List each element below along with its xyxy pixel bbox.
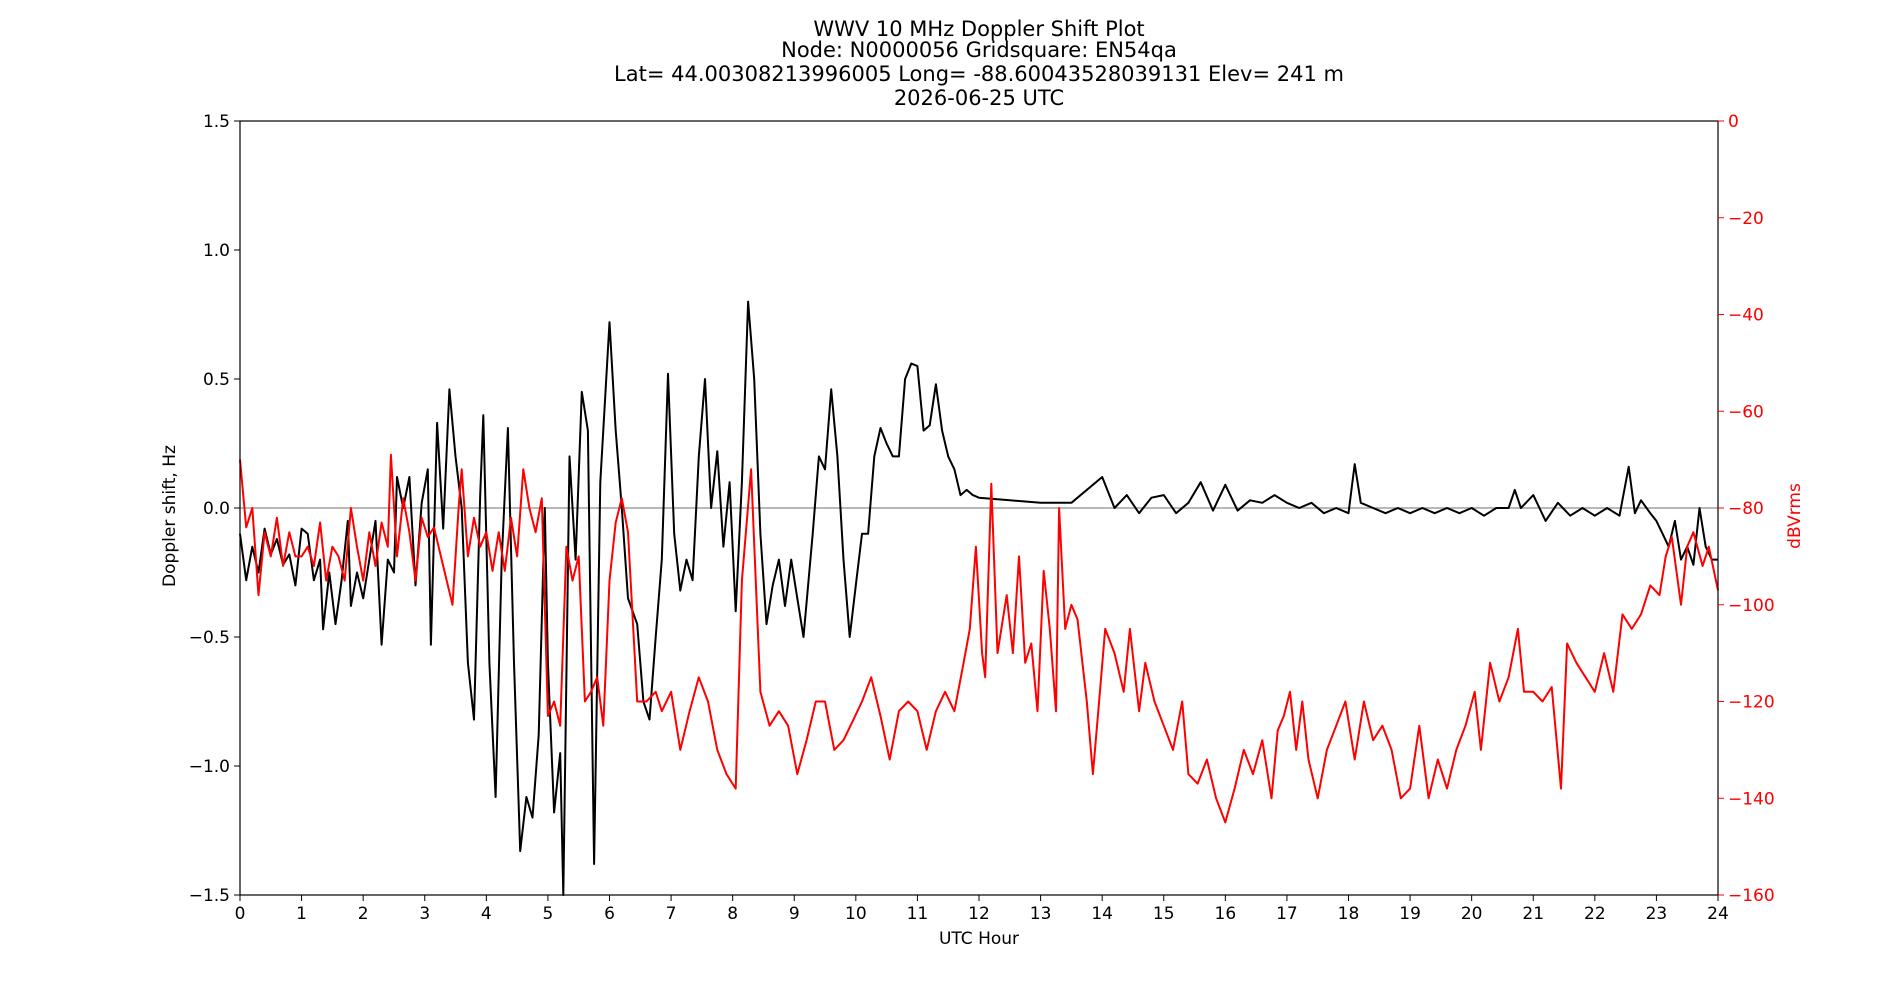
y-tick-label: 1.0 xyxy=(203,241,230,261)
y2-axis-label: dBVrms xyxy=(1785,483,1805,549)
y-tick-label: −1.5 xyxy=(189,886,230,906)
x-tick-label: 20 xyxy=(1461,904,1483,924)
x-axis: 0 1 2 3 4 5 6 7 8 9 10 11 12 13 14 15 16 17 18 19 20 21 22 23 24 xyxy=(235,895,1729,924)
chart-subtitle-node: Node: N0000056 Gridsquare: EN54qa xyxy=(781,38,1177,62)
y-axis-right: 0 −20 −40 −60 −80 −100 −120 −140 −160 xyxy=(1718,112,1775,906)
y-axis-label: Doppler shift, Hz xyxy=(160,445,180,587)
x-tick-label: 24 xyxy=(1707,904,1729,924)
x-tick-label: 9 xyxy=(789,904,800,924)
x-tick-label: 3 xyxy=(419,904,430,924)
series-group xyxy=(239,300,1719,896)
y2-tick-label: −160 xyxy=(1728,886,1775,906)
chart-subtitle-date: 2026-06-25 UTC xyxy=(894,86,1064,110)
x-tick-label: 4 xyxy=(481,904,492,924)
x-tick-label: 10 xyxy=(845,904,867,924)
y2-tick-label: −60 xyxy=(1728,402,1764,422)
x-tick-label: 5 xyxy=(543,904,554,924)
signal-level-line xyxy=(239,453,1719,824)
x-tick-label: 23 xyxy=(1646,904,1668,924)
x-tick-label: 7 xyxy=(666,904,677,924)
y2-tick-label: −100 xyxy=(1728,596,1775,616)
x-tick-label: 16 xyxy=(1215,904,1237,924)
y2-tick-label: −120 xyxy=(1728,693,1775,713)
x-axis-label: UTC Hour xyxy=(939,929,1019,949)
x-tick-label: 1 xyxy=(296,904,307,924)
x-tick-label: 21 xyxy=(1522,904,1544,924)
y-tick-label: −1.0 xyxy=(189,757,230,777)
x-tick-label: 6 xyxy=(604,904,615,924)
y-axis-left: −1.5 −1.0 −0.5 0.0 0.5 1.0 1.5 xyxy=(189,112,240,906)
chart-subtitle-location: Lat= 44.00308213996005 Long= -88.6004352… xyxy=(614,62,1344,86)
x-tick-label: 17 xyxy=(1276,904,1298,924)
y2-tick-label: −140 xyxy=(1728,789,1775,809)
chart-title: WWV 10 MHz Doppler Shift Plot xyxy=(813,17,1144,41)
y2-tick-label: 0 xyxy=(1728,112,1739,132)
x-tick-label: 0 xyxy=(235,904,246,924)
x-tick-label: 2 xyxy=(358,904,369,924)
y-tick-label: 0.5 xyxy=(203,370,230,390)
x-tick-label: 8 xyxy=(727,904,738,924)
y-tick-label: 1.5 xyxy=(203,112,230,132)
y-tick-label: −0.5 xyxy=(189,628,230,648)
y2-tick-label: −80 xyxy=(1728,499,1764,519)
x-tick-label: 19 xyxy=(1399,904,1421,924)
x-tick-label: 18 xyxy=(1338,904,1360,924)
x-tick-label: 14 xyxy=(1091,904,1113,924)
x-tick-label: 13 xyxy=(1030,904,1052,924)
x-tick-label: 22 xyxy=(1584,904,1606,924)
x-tick-label: 11 xyxy=(907,904,929,924)
y-tick-label: 0.0 xyxy=(203,499,230,519)
x-tick-label: 15 xyxy=(1153,904,1175,924)
doppler-shift-line xyxy=(239,300,1718,896)
y2-tick-label: −40 xyxy=(1728,306,1764,326)
x-tick-label: 12 xyxy=(968,904,990,924)
y2-tick-label: −20 xyxy=(1728,209,1764,229)
